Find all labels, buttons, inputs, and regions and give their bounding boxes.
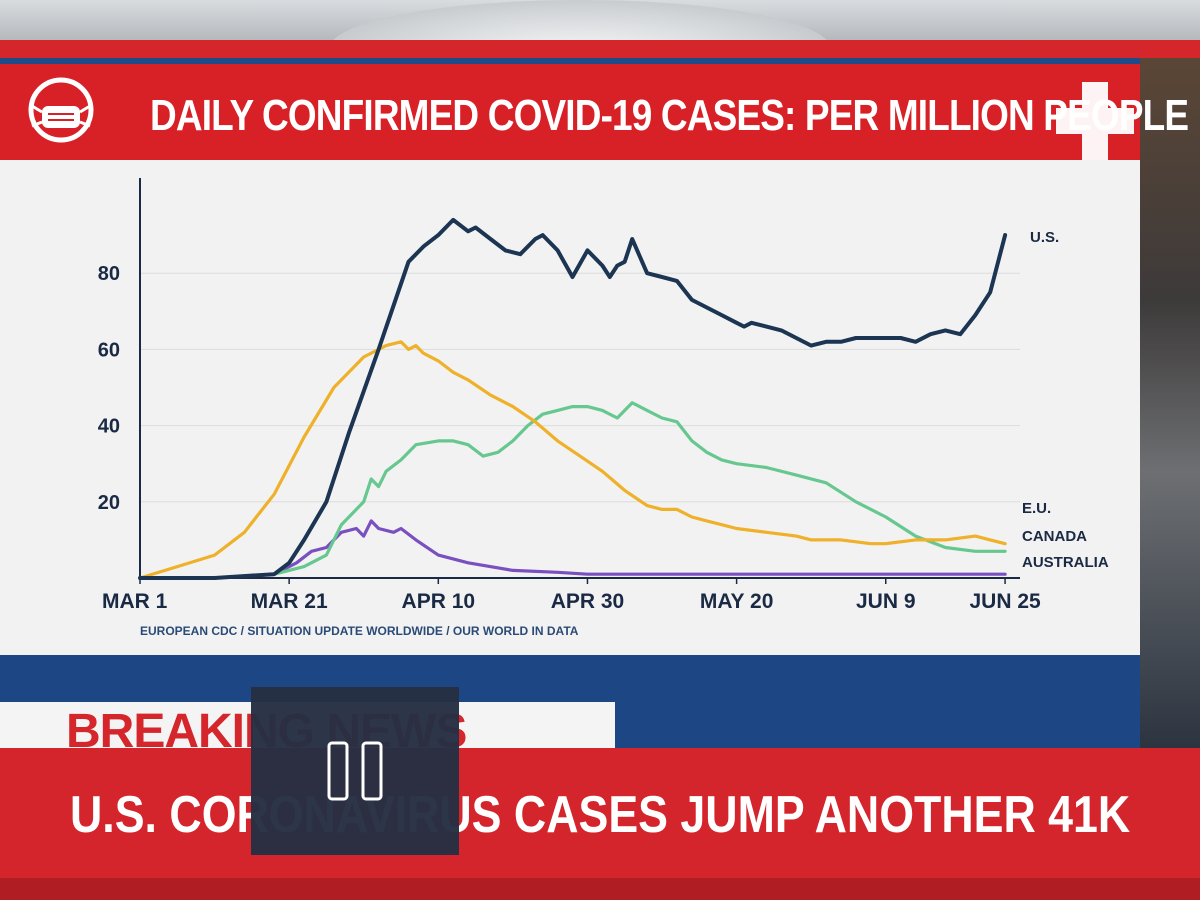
face-mask-icon — [28, 77, 94, 143]
y-tick-label: 80 — [98, 263, 120, 285]
series-line-e-u — [138, 340, 1007, 580]
series-line-canada — [138, 401, 1007, 580]
chart-title: DAILY CONFIRMED COVID-19 CASES: PER MILL… — [150, 91, 1189, 140]
chart-panel: 20 40 60 80 MAR 1 MAR 21 APR 10 APR 30 MAY 20 JUN… — [0, 160, 1140, 655]
y-tick-label: 40 — [98, 416, 120, 438]
series-label: AUSTRALIA — [1022, 554, 1109, 571]
x-tick-label: JUN 25 — [969, 590, 1041, 613]
medical-cross-icon — [1056, 82, 1134, 160]
pause-overlay[interactable] — [251, 687, 459, 855]
top-stripe — [0, 40, 1200, 58]
x-tick-label: APR 30 — [551, 590, 625, 613]
headline-text: U.S. CORONAVIRUS CASES JUMP ANOTHER 41K — [70, 786, 1131, 844]
x-tick-label: MAR 21 — [251, 590, 328, 613]
source-credit: EUROPEAN CDC / SITUATION UPDATE WORLDWID… — [140, 624, 579, 638]
y-tick-label: 20 — [98, 492, 120, 514]
y-tick-label: 60 — [98, 339, 120, 361]
x-tick-label: APR 10 — [402, 590, 476, 613]
line-chart: 20 40 60 80 MAR 1 MAR 21 APR 10 APR 30 MAY 20 JUN… — [98, 178, 1109, 613]
title-banner — [0, 64, 1140, 160]
series-line-u-s — [138, 217, 1008, 580]
series-label: E.U. — [1022, 500, 1051, 517]
series-label: CANADA — [1022, 528, 1087, 545]
x-tick-label: MAR 1 — [102, 590, 168, 613]
bottom-bar — [0, 878, 1200, 900]
pause-icon[interactable] — [323, 739, 387, 803]
x-tick-label: MAY 20 — [700, 590, 774, 613]
series-line-australia — [138, 519, 1007, 580]
studio-edge-backdrop — [1140, 58, 1200, 748]
series-label: U.S. — [1030, 229, 1059, 246]
x-tick-label: JUN 9 — [856, 590, 916, 613]
headline-bar — [0, 748, 1200, 878]
